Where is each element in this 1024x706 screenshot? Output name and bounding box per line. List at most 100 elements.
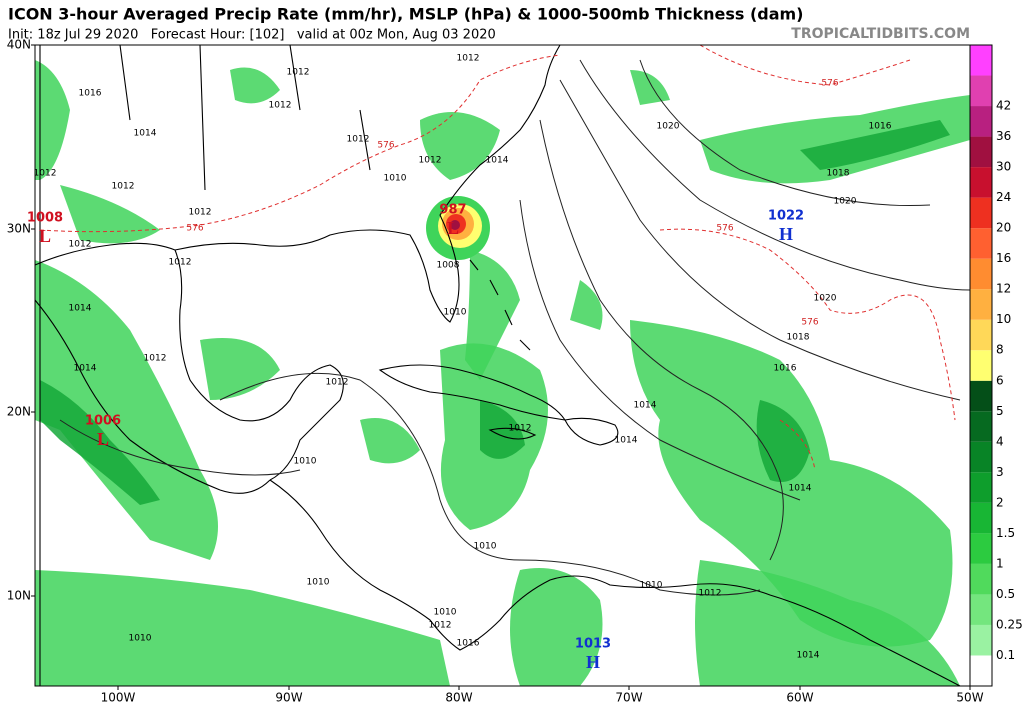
- colorbar-label: 20: [996, 221, 1011, 235]
- colorbar-segment: [970, 197, 992, 229]
- isobar-label: 1012: [169, 258, 192, 268]
- colorbar-label: 30: [996, 160, 1011, 174]
- colorbar-label: 4: [996, 434, 1004, 448]
- isobar-label: 1018: [827, 169, 850, 179]
- colorbar-segment: [970, 289, 992, 320]
- colorbar-label: 16: [996, 251, 1011, 265]
- isobar-label: 1016: [457, 639, 480, 649]
- colorbar-segment: [970, 472, 992, 503]
- colorbar-segment: [970, 594, 992, 625]
- isobar-label: 1014: [74, 364, 97, 374]
- colorbar-label: 6: [996, 373, 1004, 387]
- isobar-label: 1020: [814, 294, 837, 304]
- isobar-label: 1012: [419, 156, 442, 166]
- isobar-label: 1012: [112, 182, 135, 192]
- lon-label: 100W: [101, 691, 136, 705]
- isobar-label: 1020: [834, 197, 857, 207]
- lon-label: 60W: [786, 691, 813, 705]
- isobar-label: 1012: [347, 135, 370, 145]
- thickness-label: 576: [801, 318, 818, 328]
- colorbar-label: 3: [996, 465, 1004, 479]
- lon-label: 90W: [275, 691, 302, 705]
- colorbar-label: 1: [996, 556, 1004, 570]
- isobar-label: 1012: [457, 54, 480, 64]
- isobar-label: 1014: [797, 651, 820, 661]
- colorbar-label: 8: [996, 343, 1004, 357]
- isobar-label: 1014: [615, 436, 638, 446]
- isobar-label: 1014: [789, 484, 812, 494]
- colorbar-label: 12: [996, 282, 1011, 296]
- isobar-label: 1012: [34, 169, 57, 179]
- lon-label: 70W: [615, 691, 642, 705]
- pressure-value: 987: [439, 203, 466, 218]
- isobar-label: 1018: [787, 333, 810, 343]
- colorbar-segment: [970, 228, 992, 259]
- colorbar-label: 0.1: [996, 648, 1015, 662]
- thickness-label: 576: [821, 79, 838, 89]
- thickness-label: 576: [186, 224, 203, 234]
- colorbar-label: 5: [996, 404, 1004, 418]
- thickness-label: 576: [716, 224, 733, 234]
- lat-label: 10N: [7, 589, 31, 603]
- isobar-label: 1016: [79, 89, 102, 99]
- isobar-label: 1020: [657, 122, 680, 132]
- colorbar-segment: [970, 106, 992, 137]
- colorbar-label: 36: [996, 129, 1011, 143]
- colorbar-label: 10: [996, 312, 1011, 326]
- isobar-label: 1014: [134, 129, 157, 139]
- isobar-label: 1010: [384, 174, 407, 184]
- precip: [35, 60, 970, 686]
- pressure-symbol: H: [779, 224, 793, 244]
- pressure-symbol: H: [586, 652, 600, 672]
- colorbar-segment: [970, 136, 992, 168]
- pressure-value: 1008: [27, 211, 63, 226]
- isobar-label: 1010: [444, 308, 467, 318]
- colorbar-segment: [970, 75, 992, 107]
- pressure-value: 1013: [575, 637, 611, 652]
- lat-label: 30N: [7, 222, 31, 236]
- colorbar-label: 0.5: [996, 587, 1015, 601]
- colorbar-segment: [970, 502, 992, 534]
- isobar-label: 1010: [307, 578, 330, 588]
- isobar-label: 1010: [129, 634, 152, 644]
- isobar-label: 1012: [144, 354, 167, 364]
- isobar-label: 1012: [699, 589, 722, 599]
- colorbar-segment: [970, 655, 992, 686]
- isobar-label: 1014: [634, 401, 657, 411]
- isobar-label: 1012: [269, 101, 292, 111]
- colorbar-segment: [970, 258, 992, 290]
- subtitle: Init: 18z Jul 29 2020 Forecast Hour: [10…: [8, 28, 496, 43]
- site-credit: TROPICALTIDBITS.COM: [791, 26, 970, 42]
- colorbar-label: 1.5: [996, 526, 1015, 540]
- isobar-label: 1012: [69, 240, 92, 250]
- isobar-label: 1012: [326, 378, 349, 388]
- pressure-value: 1022: [768, 209, 804, 224]
- lat-label: 20N: [7, 405, 31, 419]
- isobar-label: 1012: [509, 424, 532, 434]
- isobar-label: 1010: [294, 457, 317, 467]
- isobar-label: 1012: [429, 621, 452, 631]
- colorbar-segment: [970, 411, 992, 442]
- isobar-label: 1014: [69, 304, 92, 314]
- isobar-label: 1010: [640, 581, 663, 591]
- colorbar-label: 24: [996, 190, 1011, 204]
- isobar-label: 1012: [189, 208, 212, 218]
- isobar-label: 1016: [774, 364, 797, 374]
- colorbar-segment: [970, 350, 992, 381]
- title: ICON 3-hour Averaged Precip Rate (mm/hr)…: [8, 5, 804, 24]
- isobar-label: 1010: [434, 608, 457, 618]
- colorbar-segment: [970, 167, 992, 198]
- isobar-label: 1012: [287, 68, 310, 78]
- colorbar-segment: [970, 380, 992, 412]
- colorbar-segment: [970, 319, 992, 351]
- thickness-label: 576: [377, 141, 394, 151]
- colorbar-label: 0.25: [996, 617, 1023, 631]
- colorbar-segment: [970, 441, 992, 473]
- colorbar-segment: [970, 45, 992, 76]
- pressure-symbol: L: [97, 429, 109, 449]
- colorbar-segment: [970, 533, 992, 564]
- lat-label: 40N: [7, 38, 31, 52]
- pressure-symbol: L: [39, 226, 51, 246]
- isobar-label: 1014: [486, 156, 509, 166]
